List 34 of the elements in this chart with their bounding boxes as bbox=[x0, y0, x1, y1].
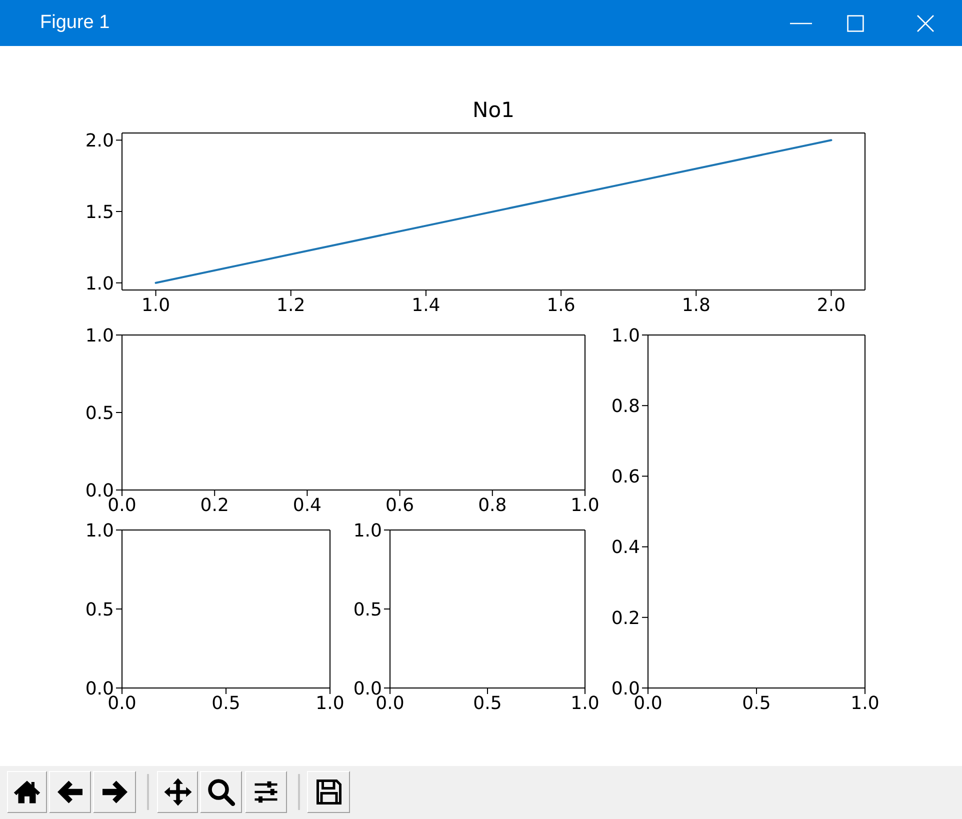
y-tick-label: 0.2 bbox=[611, 608, 640, 629]
x-tick-label: 1.6 bbox=[546, 294, 576, 316]
chart-title: No1 bbox=[472, 97, 516, 124]
x-tick-label: 1.2 bbox=[276, 294, 306, 316]
x-tick-label: 0.5 bbox=[473, 692, 502, 714]
y-tick-label: 2.0 bbox=[85, 130, 114, 152]
x-tick-label: 1.0 bbox=[570, 494, 600, 516]
x-tick-label: 1.0 bbox=[316, 692, 344, 714]
y-tick-label: 0.6 bbox=[611, 466, 640, 488]
y-tick-label: 1.0 bbox=[611, 325, 640, 346]
x-tick-label: 1.0 bbox=[570, 692, 600, 714]
x-tick-label: 1.4 bbox=[412, 294, 440, 316]
y-tick-label: 0.5 bbox=[353, 599, 382, 620]
y-tick-label: 0.4 bbox=[611, 537, 640, 558]
x-tick-label: 0.4 bbox=[292, 494, 322, 516]
x-tick-label: 0.5 bbox=[212, 692, 240, 714]
y-tick-label: 1.5 bbox=[85, 202, 114, 223]
y-tick-label: 0.5 bbox=[85, 599, 114, 620]
title-bar: Figure 1 bbox=[0, 0, 962, 46]
x-tick-label: 0.6 bbox=[385, 494, 414, 516]
x-tick-label: 1.8 bbox=[682, 294, 710, 316]
y-tick-label: 1.0 bbox=[353, 520, 382, 542]
y-tick-label: 1.0 bbox=[85, 520, 114, 542]
x-tick-label: 1.0 bbox=[850, 692, 880, 714]
y-tick-label: 1.0 bbox=[85, 325, 114, 346]
x-tick-label: 1.0 bbox=[141, 294, 170, 316]
x-tick-label: 0.8 bbox=[478, 494, 507, 516]
y-tick-label: 0.5 bbox=[85, 402, 114, 424]
x-tick-label: 0.5 bbox=[742, 692, 771, 714]
x-tick-label: 0.2 bbox=[200, 494, 229, 516]
caption: Figure 1 bbox=[40, 11, 110, 35]
x-tick-label: 2.0 bbox=[816, 294, 846, 316]
y-tick-label: 0.8 bbox=[611, 396, 640, 417]
y-tick-label: 1.0 bbox=[85, 273, 114, 294]
